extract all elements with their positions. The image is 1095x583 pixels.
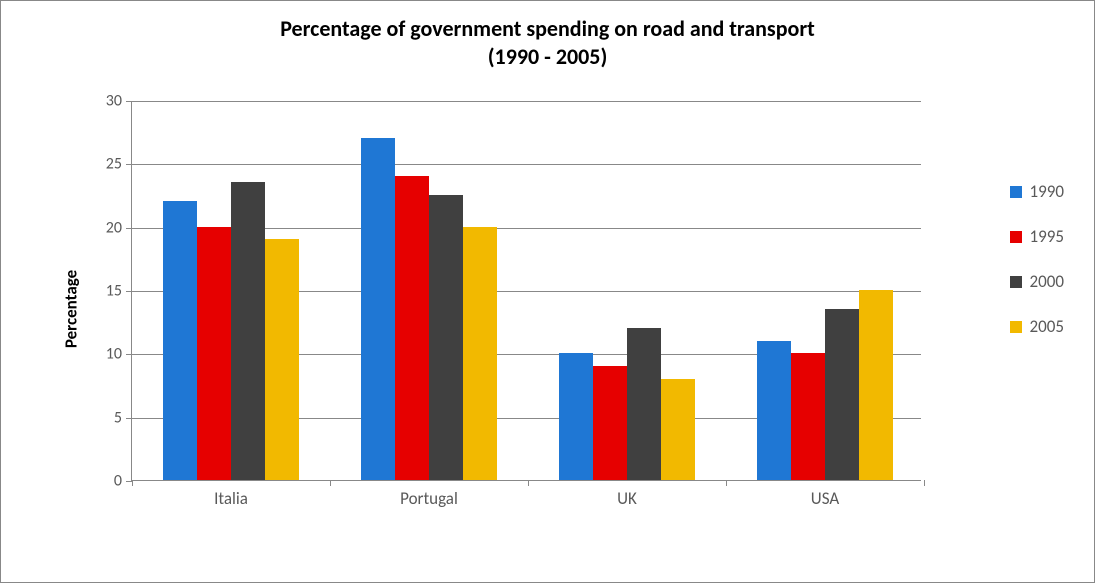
y-tick-label: 30: [92, 92, 122, 111]
chart-title-line1: Percentage of government spending on roa…: [280, 15, 815, 42]
bar: [429, 195, 463, 480]
bar: [197, 227, 231, 480]
legend-item: 2005: [1010, 316, 1064, 337]
bar: [361, 138, 395, 480]
legend-label: 2005: [1030, 316, 1064, 337]
legend-swatch: [1010, 186, 1022, 198]
y-axis-title: Percentage: [61, 269, 82, 347]
category-label: USA: [811, 488, 839, 509]
y-tick: [126, 164, 132, 165]
bar: [231, 182, 265, 480]
y-tick: [126, 101, 132, 102]
bar: [661, 379, 695, 480]
chart-title: Percentage of government spending on roa…: [1, 1, 1094, 70]
x-tick: [330, 480, 331, 486]
legend-item: 1990: [1010, 181, 1064, 202]
x-tick: [528, 480, 529, 486]
gridline: [132, 101, 921, 102]
bar: [791, 353, 825, 480]
x-tick: [726, 480, 727, 486]
bar: [627, 328, 661, 480]
bar: [859, 290, 893, 480]
legend-swatch: [1010, 321, 1022, 333]
bar: [163, 201, 197, 480]
y-tick-label: 10: [92, 345, 122, 364]
bar: [593, 366, 627, 480]
category-label: Italia: [214, 488, 248, 509]
bar: [757, 341, 791, 480]
chart-title-line2: (1990 - 2005): [488, 43, 608, 70]
gridline: [132, 164, 921, 165]
y-tick: [126, 354, 132, 355]
plot-wrapper: Percentage 051015202530ItaliaPortugalUKU…: [81, 101, 921, 516]
legend-label: 2000: [1030, 271, 1064, 292]
y-tick-label: 5: [92, 408, 122, 427]
legend-swatch: [1010, 231, 1022, 243]
y-tick-label: 15: [92, 282, 122, 301]
legend-swatch: [1010, 276, 1022, 288]
y-tick: [126, 228, 132, 229]
legend-label: 1995: [1030, 226, 1064, 247]
bar: [265, 239, 299, 480]
legend: 1990 1995 2000 2005: [1010, 181, 1064, 361]
x-tick: [132, 480, 133, 486]
plot-area: 051015202530ItaliaPortugalUKUSA: [131, 101, 921, 481]
bar: [395, 176, 429, 480]
y-tick-label: 0: [92, 472, 122, 491]
y-tick: [126, 291, 132, 292]
legend-item: 2000: [1010, 271, 1064, 292]
legend-label: 1990: [1030, 181, 1064, 202]
bar: [559, 353, 593, 480]
bar: [463, 227, 497, 480]
legend-item: 1995: [1010, 226, 1064, 247]
y-tick: [126, 418, 132, 419]
category-label: UK: [617, 488, 637, 509]
chart-container: Percentage of government spending on roa…: [0, 0, 1095, 583]
bar: [825, 309, 859, 480]
y-tick-label: 25: [92, 155, 122, 174]
category-label: Portugal: [400, 488, 458, 509]
x-tick: [924, 480, 925, 486]
y-tick-label: 20: [92, 218, 122, 237]
